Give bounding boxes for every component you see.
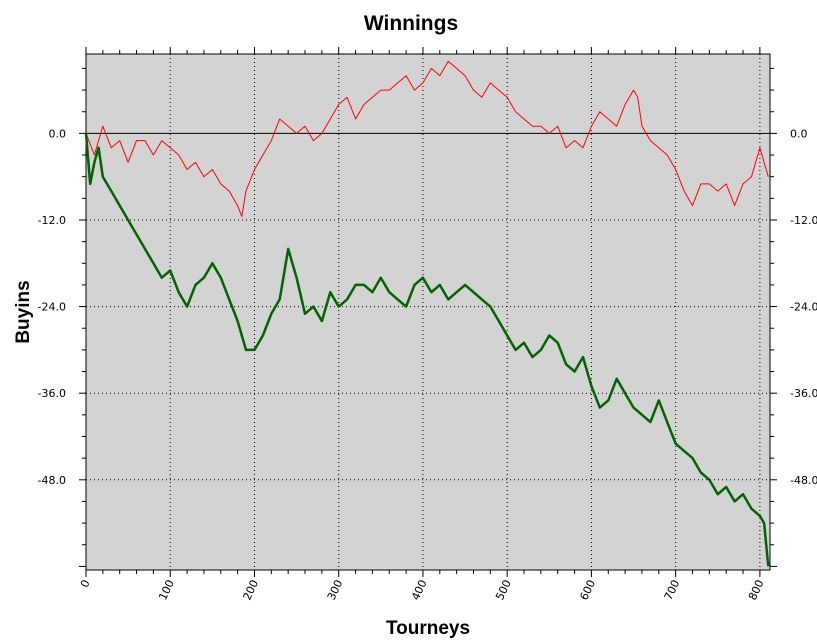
x-tick-label: 200	[241, 578, 262, 603]
y-tick-label-right: 0.0	[790, 127, 808, 140]
x-tick-label: 0	[78, 578, 93, 590]
axis-ticks	[79, 47, 777, 577]
y-axis-title: Buyins	[13, 280, 34, 343]
y-tick-label-left: -48.0	[38, 474, 66, 487]
green-series-line	[84, 133, 770, 567]
y-tick-label-right: -48.0	[790, 474, 817, 487]
x-tick-label: 300	[325, 578, 346, 603]
red-series-line	[85, 60, 769, 217]
y-tick-label-left: 0.0	[49, 127, 67, 140]
y-tick-label-left: -36.0	[38, 387, 66, 400]
x-tick-label: 100	[156, 578, 177, 603]
plot-area	[85, 53, 771, 571]
x-axis-title: Tourneys	[386, 618, 470, 639]
x-tick-label: 700	[662, 578, 683, 603]
y-tick-label-left: -12.0	[38, 214, 66, 227]
x-tick-label: 800	[746, 578, 767, 603]
tick-labels: 0 100 200 300 400 500 600 700 800 0.0 0.0 -12.0 -12.…	[38, 127, 817, 602]
y-tick-label-left: -24.0	[38, 301, 66, 314]
y-tick-label-right: -36.0	[790, 387, 817, 400]
series-layer	[84, 60, 770, 567]
x-tick-label: 400	[409, 578, 430, 603]
x-tick-label: 600	[577, 578, 598, 603]
x-tick-label: 500	[493, 578, 514, 603]
y-tick-label-right: -24.0	[790, 301, 817, 314]
y-tick-label-right: -12.0	[790, 214, 817, 227]
chart-title: Winnings	[364, 12, 458, 35]
